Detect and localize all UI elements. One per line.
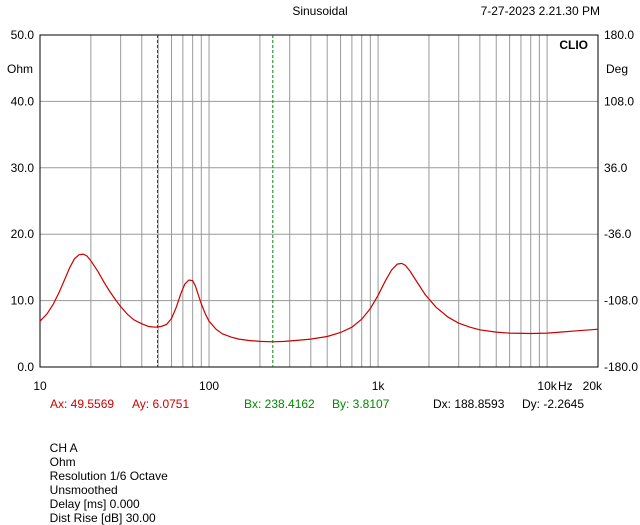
y2-tick-label: 108.0 xyxy=(604,94,634,108)
y-axis-label: Ohm xyxy=(7,62,33,76)
x-tick-label: 10 xyxy=(33,379,47,393)
y-tick-label: 20.0 xyxy=(11,227,35,241)
x-tick-label: 20k xyxy=(583,379,603,393)
cursor-a-x-readout: Ax: 49.5569 xyxy=(50,397,114,411)
cursor-b-y-readout: By: 3.8107 xyxy=(332,397,390,411)
x-tick-label: 100 xyxy=(199,379,219,393)
tick-labels: 0.0 10.0 20.0 30.0 40.0 50.0 -180.0 -108.0 -36.0… xyxy=(11,28,639,393)
plot-frame xyxy=(39,34,599,368)
y2-tick-label: 180.0 xyxy=(604,28,634,42)
unit-label: Ohm xyxy=(49,455,76,469)
delay-label: Delay [ms] 0.000 xyxy=(49,497,140,511)
delta-y-readout: Dy: -2.2645 xyxy=(522,397,584,411)
y2-tick-label: -36.0 xyxy=(604,227,632,241)
x-tick-label: 10k xyxy=(537,379,557,393)
cursor-a-y-readout: Ay: 6.0751 xyxy=(132,397,189,411)
resolution-label: Resolution 1/6 Octave xyxy=(49,469,168,483)
mode-label: Sinusoidal xyxy=(292,4,347,18)
y-tick-label: 40.0 xyxy=(11,94,35,108)
y2-tick-label: -108.0 xyxy=(604,294,638,308)
y-tick-label: 30.0 xyxy=(11,161,35,175)
y-tick-label: 10.0 xyxy=(11,294,35,308)
series xyxy=(39,253,599,343)
timestamp: 7-27-2023 2.21.30 PM xyxy=(481,4,600,18)
grid xyxy=(40,35,598,367)
brand-label: CLIO xyxy=(559,38,588,52)
cursors xyxy=(156,35,274,367)
impedance-curve xyxy=(39,253,599,343)
y-tick-label: 0.0 xyxy=(17,360,34,374)
status-bar: CH A Ohm Resolution 1/6 Octave Unsmoothe… xyxy=(43,427,182,525)
x-tick-label: 1k xyxy=(372,379,386,393)
smoothing-label: Unsmoothed xyxy=(49,483,118,497)
y-tick-label: 50.0 xyxy=(11,28,35,42)
y2-tick-label: -180.0 xyxy=(604,360,638,374)
delta-x-readout: Dx: 188.8593 xyxy=(433,397,505,411)
x-unit-label: Hz xyxy=(558,379,573,393)
y2-tick-label: 36.0 xyxy=(604,161,628,175)
channel-label: CH A xyxy=(49,441,78,455)
impedance-chart: 0.0 10.0 20.0 30.0 40.0 50.0 -180.0 -108.0 -36.0… xyxy=(7,4,639,411)
y2-axis-label: Deg xyxy=(606,62,628,76)
cursor-b-x-readout: Bx: 238.4162 xyxy=(244,397,315,411)
dist-rise-label: Dist Rise [dB] 30.00 xyxy=(49,511,156,525)
